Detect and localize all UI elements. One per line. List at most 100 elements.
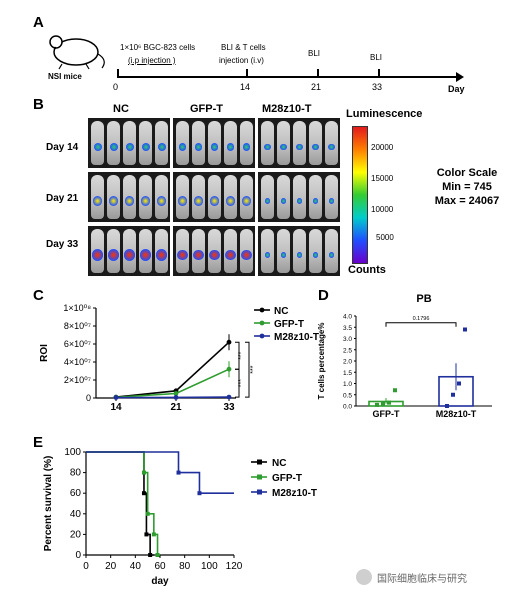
panel-label-a: A — [33, 14, 44, 31]
mouse-image — [277, 175, 290, 219]
luminescence-signal — [92, 196, 103, 206]
mouse-image — [309, 175, 322, 219]
mouse-image — [261, 175, 274, 219]
luminescence-signal — [157, 143, 166, 151]
data-point — [457, 381, 461, 386]
censor-marker — [141, 491, 146, 496]
luminescence-signal — [177, 196, 188, 206]
censor-marker — [176, 470, 181, 475]
x-tick-label: 20 — [105, 561, 117, 572]
luminescence-signal — [225, 196, 236, 206]
censor-marker — [197, 491, 202, 496]
mouse-image — [325, 175, 338, 219]
y-tick-label: 1×10⁰⁸ — [63, 303, 91, 313]
event-bli-21: BLI — [308, 49, 321, 58]
timeline-arrow — [456, 72, 464, 82]
colorbar-tick-5000: 5000 — [376, 233, 394, 242]
luminescence-signal — [124, 196, 135, 206]
chart-pb: PB 4.0 3.5 3.0 2.5 2.0 1.5 1.0 0.5 0.0 T cells per… — [317, 293, 492, 419]
panel-label-e: E — [33, 434, 44, 451]
legend-label: M28z10-T — [274, 332, 319, 343]
mouse-image — [293, 229, 306, 273]
x-tick-label: GFP-T — [373, 409, 400, 419]
luminescence-signal — [91, 249, 104, 261]
mouse-image — [261, 121, 274, 165]
luminescence-signal — [155, 249, 168, 261]
color-scale-max: Max = 24067 — [434, 195, 500, 207]
y-tick-label: 2.0 — [343, 359, 352, 366]
day-label-14: Day 14 — [46, 142, 79, 153]
luminescence-signal — [226, 143, 235, 151]
mouse-image — [293, 175, 306, 219]
p-value-label: 0.1796 — [413, 316, 430, 322]
sig-bracket — [245, 341, 250, 398]
y-axis-label: T cells percentage% — [317, 323, 326, 400]
bli-image-block — [88, 118, 170, 168]
x-tick-label: 0 — [83, 561, 89, 572]
data-point — [113, 395, 119, 400]
luminescence-signal — [156, 196, 167, 206]
censor-marker — [141, 470, 146, 475]
luminescence-signal — [123, 249, 136, 261]
bli-image-block — [88, 226, 170, 276]
luminescence-signal — [93, 143, 102, 151]
y-tick-label: 3.0 — [343, 336, 352, 343]
watermark: 国际细胞临床与研究 — [356, 566, 506, 588]
legend-marker — [259, 333, 265, 339]
luminescence-signal — [296, 143, 303, 151]
luminescence-signal — [328, 143, 335, 151]
y-tick-label: 8×10⁰⁷ — [64, 321, 91, 331]
bli-image-grid — [88, 118, 340, 276]
colorbar — [352, 126, 368, 264]
y-tick-label: 40 — [70, 509, 82, 520]
bli-image-block — [173, 118, 255, 168]
color-scale-title: Color Scale — [436, 167, 498, 179]
luminescence-signal — [264, 198, 271, 204]
mouse-image — [325, 229, 338, 273]
color-scale-min: Min = 745 — [442, 181, 492, 193]
mouse-label: NSI mice — [48, 72, 82, 81]
x-tick-label: 33 — [223, 402, 235, 410]
x-axis-label: day — [151, 576, 169, 587]
luminescence-signal — [242, 143, 251, 151]
chart-roi: 1×10⁰⁸8×10⁰⁷6×10⁰⁷4×10⁰⁷2×10⁰⁷0142133day… — [39, 303, 319, 410]
legend-label: GFP-T — [274, 319, 304, 330]
timeline-axis — [117, 76, 460, 78]
data-point — [393, 388, 397, 393]
luminescence-signal — [141, 143, 150, 151]
timeline-tick-0: 0 — [113, 82, 119, 92]
luminescence-signal — [312, 143, 319, 151]
event-bli-33: BLI — [370, 53, 383, 62]
luminescence-signal — [296, 252, 303, 258]
survival-curve-1 — [86, 451, 160, 556]
luminescence-signal — [210, 143, 219, 151]
y-tick-label: 3.5 — [343, 325, 352, 332]
mouse-image — [224, 121, 237, 165]
event-tcell-route: injection (i.v) — [219, 56, 264, 65]
y-tick-label: 2×10⁰⁷ — [64, 375, 91, 385]
colorbar-tick-20000: 20000 — [371, 143, 394, 152]
luminescence-signal — [177, 249, 188, 261]
timeline-tick-33: 33 — [372, 82, 383, 92]
group-label-gfp: GFP-T — [190, 103, 223, 115]
wechat-icon — [356, 569, 372, 585]
chart-title: PB — [416, 293, 431, 305]
data-point — [463, 327, 467, 332]
y-tick-label: 0 — [86, 393, 91, 403]
y-tick-label: 0.0 — [343, 404, 352, 411]
panel-label-b: B — [33, 96, 44, 113]
x-tick-label: 14 — [110, 402, 122, 410]
sig-bracket — [385, 322, 457, 327]
luminescence-signal — [193, 196, 204, 206]
y-axis-label: ROI — [39, 344, 50, 362]
timeline-axis-label: Day — [448, 84, 465, 94]
colorbar-tick-15000: 15000 — [371, 174, 394, 183]
y-tick-label: 4.0 — [343, 314, 352, 321]
y-tick-label: 60 — [70, 488, 82, 499]
event-cells-route: (i.p injection ) — [128, 56, 176, 65]
legend-marker — [257, 474, 262, 480]
luminescence-signal — [280, 198, 287, 204]
x-tick-label: 80 — [179, 561, 191, 572]
data-point — [226, 394, 232, 400]
x-tick-label: 100 — [201, 561, 218, 572]
